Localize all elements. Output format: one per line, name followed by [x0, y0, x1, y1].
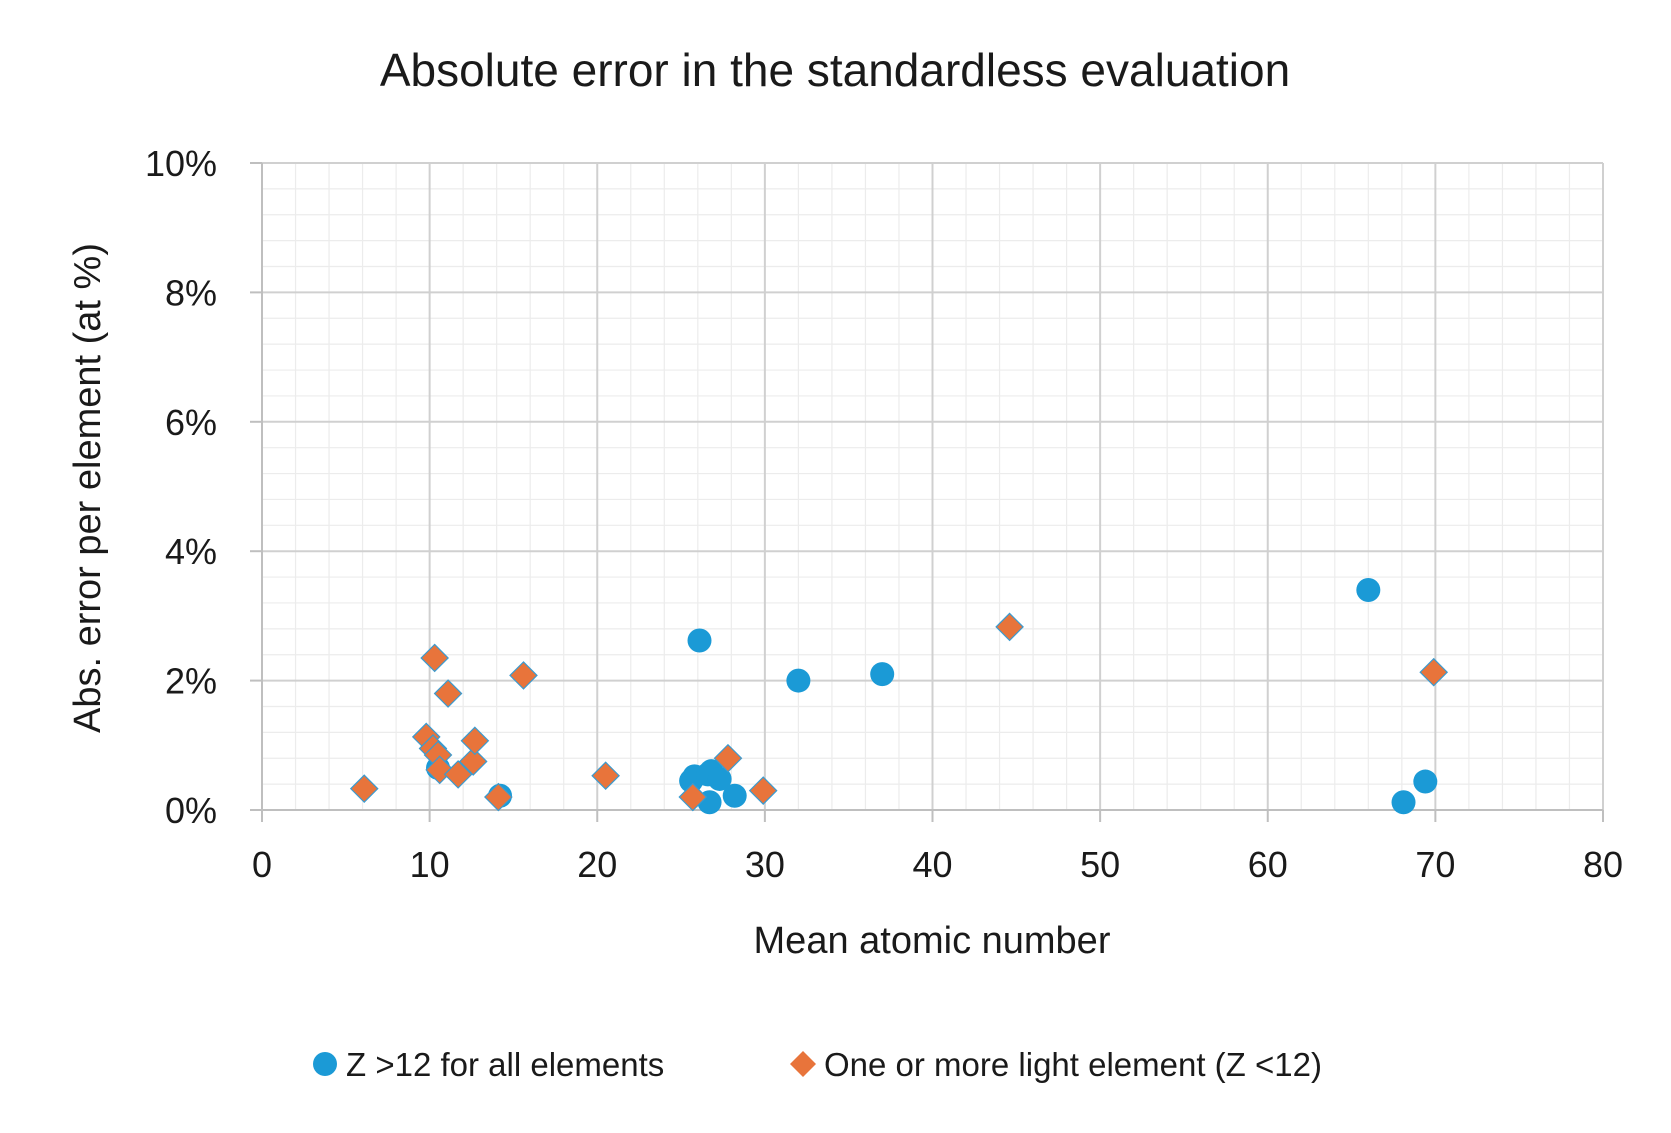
x-tick-label: 20: [577, 844, 617, 885]
scatter-point-circle[interactable]: [1356, 578, 1381, 603]
y-tick-label: 10%: [145, 143, 217, 184]
x-tick-label: 70: [1415, 844, 1455, 885]
x-tick-label: 30: [745, 844, 785, 885]
y-tick-label: 4%: [165, 531, 217, 572]
y-tick-label: 0%: [165, 790, 217, 831]
scatter-point-circle[interactable]: [1413, 769, 1438, 794]
scatter-point-circle[interactable]: [1391, 790, 1416, 815]
legend-marker-diamond: [790, 1051, 816, 1077]
legend-label-circle-series: Z >12 for all elements: [346, 1046, 664, 1083]
x-tick-label: 40: [912, 844, 952, 885]
chart-title: Absolute error in the standardless evalu…: [380, 44, 1290, 96]
x-tick-label: 50: [1080, 844, 1120, 885]
scatter-point-circle[interactable]: [707, 766, 732, 791]
scatter-point-diamond[interactable]: [433, 679, 463, 708]
y-axis-ticks: 0% 2% 4% 6% 8% 10%: [145, 143, 217, 831]
x-tick-label: 0: [252, 844, 272, 885]
x-tick-label: 80: [1583, 844, 1623, 885]
legend-marker-circle: [313, 1052, 337, 1076]
legend-item-diamond-series[interactable]: One or more light element (Z <12): [790, 1046, 1322, 1083]
scatter-point-diamond[interactable]: [484, 782, 513, 812]
grid: [262, 162, 1604, 810]
scatter-point-diamond[interactable]: [509, 661, 538, 690]
x-tick-label: 10: [410, 844, 450, 885]
scatter-point-diamond[interactable]: [458, 747, 488, 776]
scatter-point-diamond[interactable]: [713, 743, 743, 773]
series-diamond: [349, 612, 1449, 812]
scatter-point-circle[interactable]: [870, 662, 895, 687]
scatter-point-diamond[interactable]: [460, 726, 490, 756]
y-tick-label: 6%: [165, 402, 217, 443]
scatter-point-diamond[interactable]: [748, 776, 778, 805]
scatter-point-diamond[interactable]: [349, 774, 379, 803]
scatter-point-diamond[interactable]: [995, 612, 1024, 642]
scatter-point-diamond[interactable]: [591, 761, 620, 791]
legend-item-circle-series[interactable]: Z >12 for all elements: [313, 1046, 664, 1083]
data-points: [349, 578, 1449, 815]
scatter-point-circle[interactable]: [722, 783, 747, 808]
scatter-point-diamond[interactable]: [678, 782, 708, 812]
scatter-point-diamond[interactable]: [420, 643, 450, 673]
scatter-point-diamond[interactable]: [443, 760, 473, 789]
y-tick-label: 8%: [165, 272, 217, 313]
y-tick-label: 2%: [165, 661, 217, 702]
scatter-point-diamond[interactable]: [1419, 657, 1449, 687]
scatter-point-circle[interactable]: [786, 668, 811, 693]
scatter-point-circle[interactable]: [687, 628, 712, 653]
x-tick-label: 60: [1248, 844, 1288, 885]
legend: Z >12 for all elements One or more light…: [313, 1046, 1322, 1083]
axes: [250, 162, 1604, 822]
legend-label-diamond-series: One or more light element (Z <12): [824, 1046, 1322, 1083]
y-axis-title: Abs. error per element (at %): [67, 243, 109, 733]
x-axis-title: Mean atomic number: [754, 920, 1111, 962]
x-axis-ticks: 0 10 20 30 40 50 60 70 80: [252, 844, 1623, 885]
